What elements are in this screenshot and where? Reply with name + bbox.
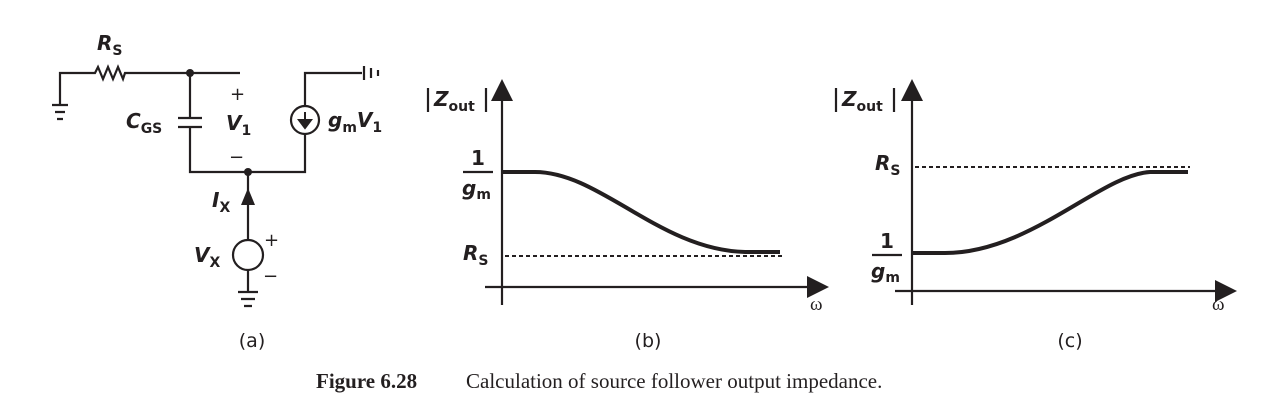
caption-number: Figure 6.28 [316, 369, 417, 393]
v1-label: V1 [226, 111, 251, 139]
caption-text: Calculation of source follower output im… [466, 369, 882, 393]
level-low: RS [463, 241, 489, 269]
vx-minus: − [263, 266, 278, 287]
level-low-num: 1 [880, 229, 894, 253]
level-high: RS [875, 151, 901, 179]
ix-label: IX [212, 188, 230, 216]
y-axis-label: Zout [841, 87, 883, 115]
plot-b [426, 79, 829, 305]
v1-plus: + [230, 84, 245, 105]
circuit [52, 64, 380, 308]
panel-label: (b) [635, 330, 662, 352]
gm-v1-label: gmV1 [328, 108, 382, 136]
x-axis-label: ω [810, 294, 823, 315]
vx-label: VX [194, 243, 220, 271]
rs-label: RS [97, 31, 123, 59]
y-axis-label: Zout [433, 87, 475, 115]
level-low-den: gm [871, 259, 900, 286]
plot-c [834, 79, 1237, 305]
panel-label: (a) [239, 330, 265, 352]
v1-minus: − [229, 147, 244, 168]
level-high-den: gm [462, 176, 491, 203]
vx-plus: + [264, 230, 279, 251]
level-high-num: 1 [471, 146, 485, 170]
x-axis-label: ω [1212, 294, 1225, 315]
panel-label: (c) [1057, 330, 1082, 352]
cgs-label: CGS [126, 109, 162, 137]
